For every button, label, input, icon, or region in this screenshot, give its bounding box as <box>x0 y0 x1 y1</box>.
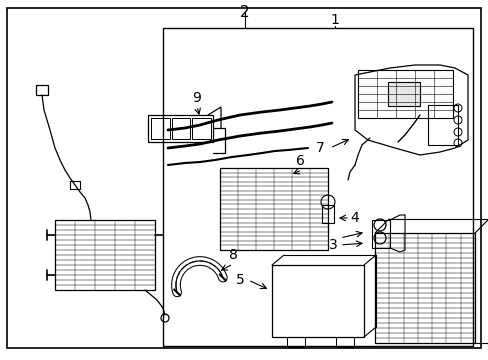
Bar <box>321 205 333 223</box>
Bar <box>371 220 389 248</box>
Bar <box>387 82 419 106</box>
Text: 8: 8 <box>228 248 237 262</box>
Bar <box>271 265 363 337</box>
Text: 1: 1 <box>330 13 339 27</box>
Bar <box>163 28 472 346</box>
Text: 7: 7 <box>315 141 324 155</box>
Bar <box>192 118 210 139</box>
Text: 9: 9 <box>192 91 201 105</box>
Bar <box>220 168 327 250</box>
Bar <box>55 220 155 290</box>
Bar <box>427 105 457 145</box>
Bar <box>357 70 452 118</box>
Bar <box>286 337 305 347</box>
Bar <box>374 233 474 343</box>
Bar <box>151 118 169 139</box>
Bar <box>70 181 80 189</box>
Polygon shape <box>354 65 467 155</box>
Bar <box>171 118 190 139</box>
Text: 6: 6 <box>295 154 304 168</box>
Bar <box>36 85 48 95</box>
Text: 5: 5 <box>236 273 244 287</box>
Bar <box>148 115 213 142</box>
Text: 2: 2 <box>240 5 249 20</box>
Bar <box>335 337 353 347</box>
Text: 3: 3 <box>328 238 337 252</box>
Text: 4: 4 <box>349 211 358 225</box>
